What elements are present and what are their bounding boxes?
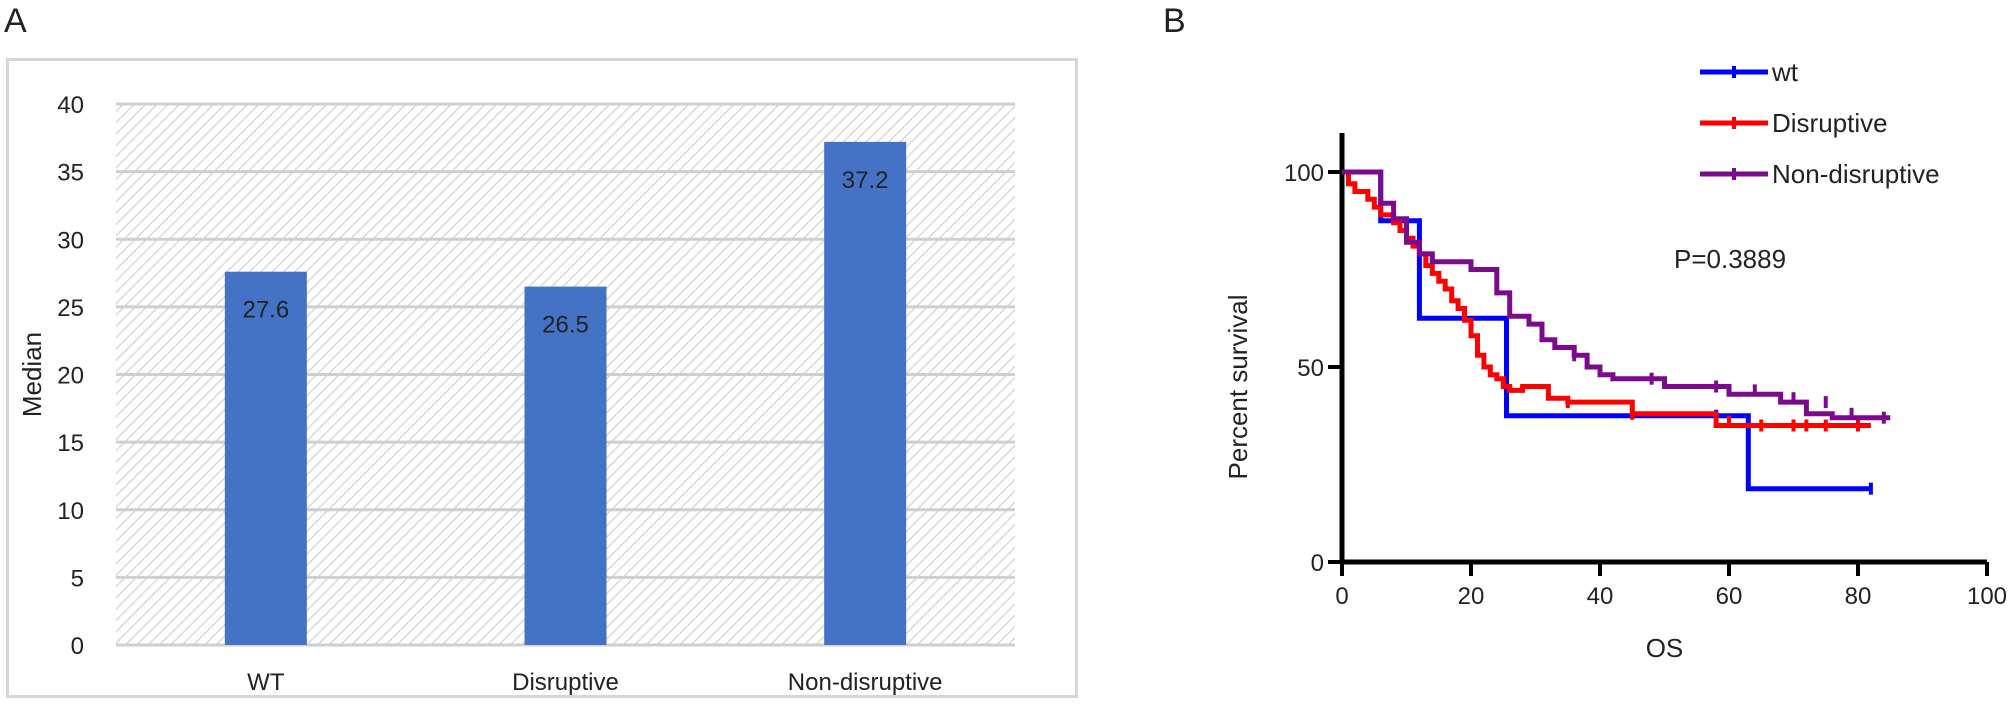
legend-label: Disruptive <box>1772 108 1888 138</box>
y-tick-label: 5 <box>71 565 84 592</box>
bar <box>524 286 607 645</box>
y-tick-label: 100 <box>1284 160 1324 187</box>
panel-label-b: B <box>1163 2 1186 40</box>
x-axis-label: OS <box>1646 633 1684 663</box>
x-tick-label: 0 <box>1335 583 1348 610</box>
p-value-annotation: P=0.3889 <box>1674 244 1786 274</box>
bar-chart-frame <box>6 58 1078 698</box>
x-tick-label: 80 <box>1845 583 1872 610</box>
series-line <box>1342 169 1871 492</box>
y-tick-label: 25 <box>57 295 84 322</box>
x-tick-label: Disruptive <box>512 669 619 696</box>
bar <box>824 141 907 645</box>
legend-label: wt <box>1771 57 1799 87</box>
y-tick-label: 15 <box>57 430 84 457</box>
y-tick-label: 10 <box>57 498 84 525</box>
survival-chart: 0 50 100 0 20 40 60 80 100 OS Percent survival P=0.… <box>1223 57 2007 663</box>
x-tick-label: 40 <box>1587 583 1614 610</box>
data-label: 26.5 <box>542 312 589 339</box>
y-tick-label: 20 <box>57 363 84 390</box>
y-axis-label: Median <box>17 332 47 417</box>
legend-label: Non-disruptive <box>1772 159 1940 189</box>
panel-label-a: A <box>4 2 27 40</box>
x-tick-label: 100 <box>1967 583 2007 610</box>
bar <box>224 271 307 645</box>
bar-chart: 0 5 10 15 20 25 30 35 40 Median 27.6 WT 26.5 Disrupti… <box>17 92 1015 696</box>
x-tick-label: WT <box>247 669 285 696</box>
x-tick-label: Non-disruptive <box>788 669 943 696</box>
y-tick-label: 50 <box>1297 355 1324 382</box>
x-tick-label: 60 <box>1716 583 1743 610</box>
x-tick-label: 20 <box>1458 583 1485 610</box>
y-tick-label: 35 <box>57 160 84 187</box>
data-label: 27.6 <box>242 297 289 324</box>
y-tick-label: 40 <box>57 92 84 119</box>
y-axis-label: Percent survival <box>1223 295 1253 480</box>
y-tick-label: 0 <box>1311 550 1324 577</box>
series-line <box>1342 169 1891 421</box>
y-tick-label: 0 <box>71 633 84 660</box>
y-tick-label: 30 <box>57 227 84 254</box>
data-label: 37.2 <box>842 167 889 194</box>
series-line <box>1342 169 1871 428</box>
